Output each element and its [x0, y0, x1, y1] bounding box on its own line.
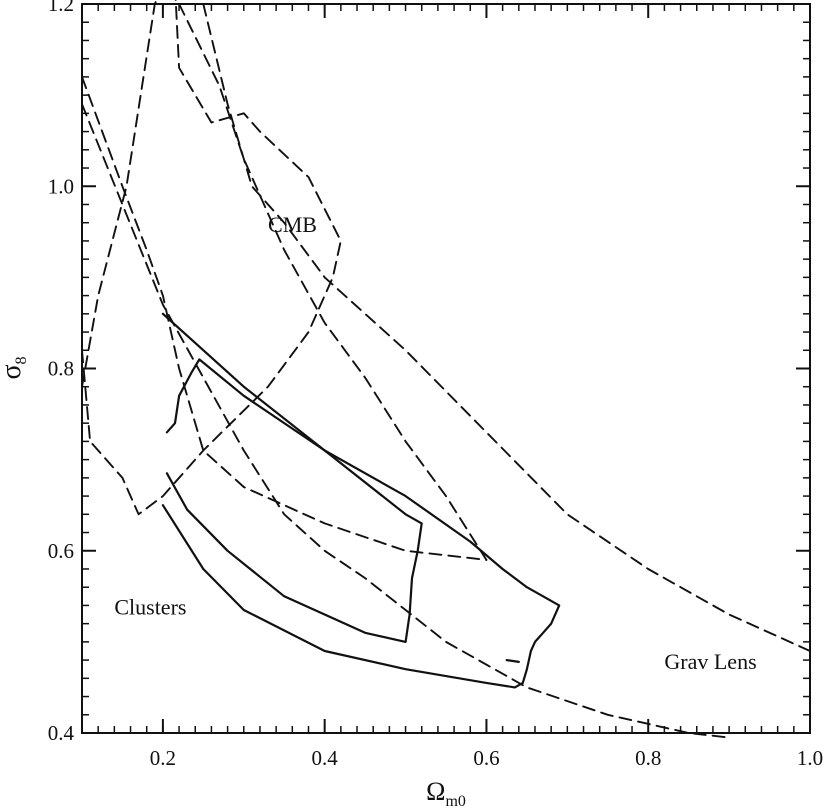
solid-contour-8 [165, 358, 423, 643]
dashed-contour-5 [178, 3, 488, 561]
y-tick-label: 0.8 [48, 357, 74, 381]
y-tick-label: 1.0 [48, 174, 74, 198]
x-tick-label: 0.2 [150, 746, 176, 770]
x-tick-label: 1.0 [797, 746, 823, 770]
y-tick-label: 0.6 [48, 539, 74, 563]
y-tick-label: 0.4 [48, 721, 75, 745]
dashed-contour-6 [202, 3, 811, 652]
dashed-contour-2 [81, 0, 342, 516]
x-tick-label: 0.4 [312, 746, 339, 770]
y-axis-symbol: σ [0, 364, 27, 379]
y-axis-label: σ8 [0, 356, 30, 379]
y-tick-label: 1.2 [48, 0, 74, 16]
contour-lines [81, 0, 811, 739]
x-axis-symbol: Ω [426, 777, 445, 806]
annotation-grav-lens: Grav Lens [664, 649, 756, 674]
annotations: CMB Clusters Grav Lens [114, 212, 756, 674]
dashed-contour-3 [81, 103, 731, 739]
solid-contour-9 [505, 659, 520, 663]
dashed-contour-1 [81, 0, 158, 388]
x-axis-subscript: m0 [445, 793, 465, 810]
dashed-contour-4 [81, 75, 488, 561]
x-tick-label: 0.8 [635, 746, 661, 770]
solid-contour-7 [161, 312, 561, 689]
annotation-clusters: Clusters [114, 595, 186, 620]
x-tick-label: 0.6 [473, 746, 499, 770]
y-axis-subscript: 8 [13, 356, 30, 364]
axis-ticks: 0.2 0.4 0.6 0.8 1.0 0.4 0.6 0.8 1.0 1.2 [48, 0, 823, 770]
annotation-cmb: CMB [268, 212, 317, 237]
x-axis-label: Ωm0 [426, 777, 466, 810]
